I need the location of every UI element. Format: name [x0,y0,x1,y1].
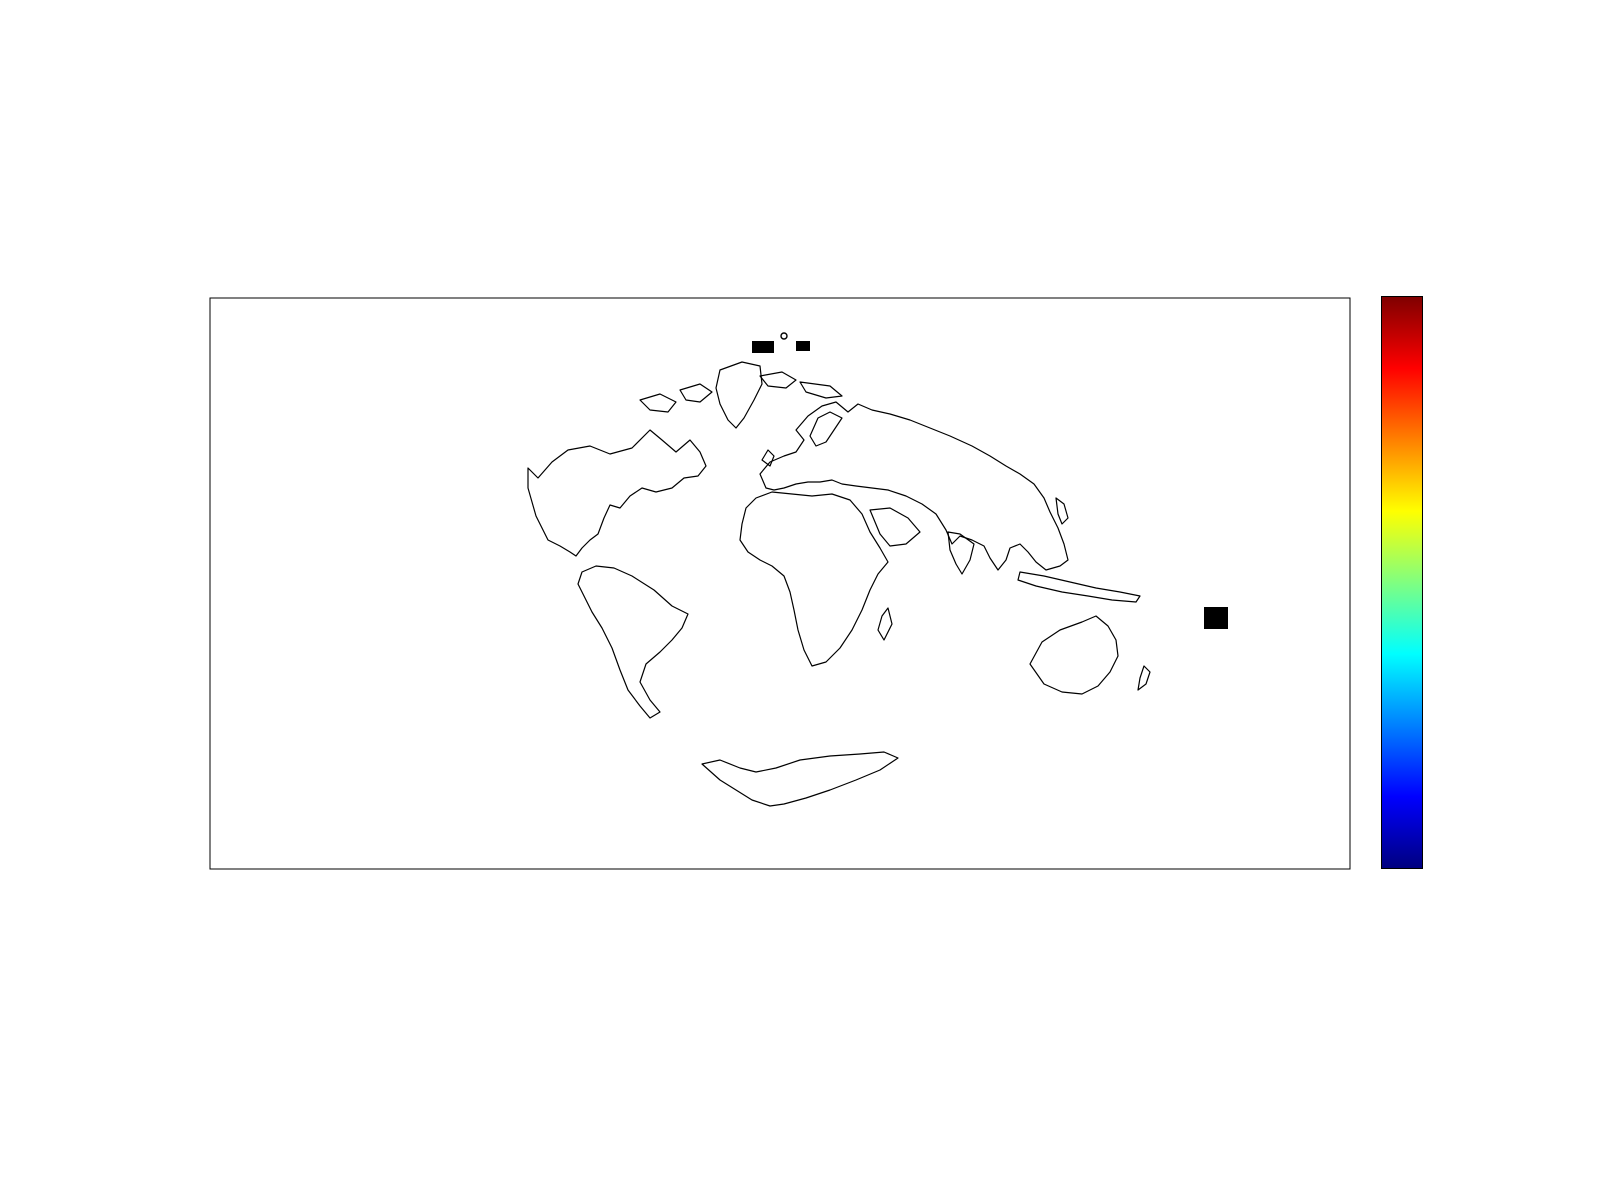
coastline-eurasia [759,401,1069,571]
data-tile [1204,607,1228,629]
coastline-scandinavia [809,411,843,447]
coastline-africa [739,491,889,667]
coastline-madagascar [877,607,893,641]
coastline-arabia [869,507,921,547]
coastline-north-america [527,429,707,557]
coastline-india [947,531,975,575]
coastline-australia [1029,615,1119,695]
coastline-greenland [715,361,763,429]
coastline-south-america [577,565,689,719]
colorbar [1381,296,1423,869]
coastlines [527,361,1151,807]
coastline-antarctica [701,751,899,807]
axes-frame [209,297,1351,870]
coastline-arctic-islands [639,371,843,413]
coastline-japan [1055,497,1069,525]
coastline-british-isles [761,449,775,467]
coastline-indonesia [1017,571,1141,603]
pole-clutter [752,332,810,353]
coastline-new-zealand [1137,665,1151,691]
